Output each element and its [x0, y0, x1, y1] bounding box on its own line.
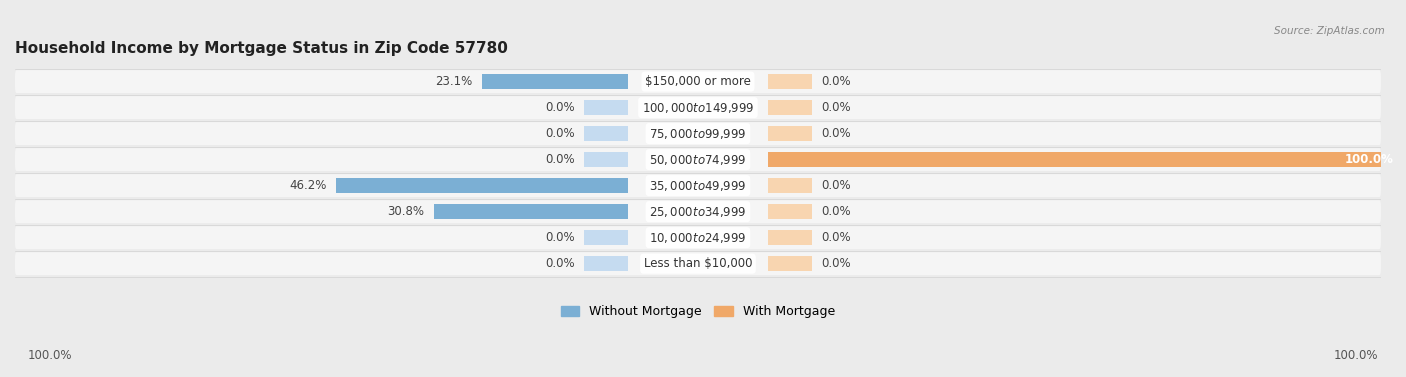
Bar — [583, 100, 628, 115]
Text: 23.1%: 23.1% — [436, 75, 472, 88]
Text: 0.0%: 0.0% — [821, 205, 851, 218]
Bar — [768, 256, 811, 271]
Text: Household Income by Mortgage Status in Zip Code 57780: Household Income by Mortgage Status in Z… — [15, 41, 508, 57]
FancyBboxPatch shape — [15, 70, 1381, 93]
Text: 0.0%: 0.0% — [546, 153, 575, 166]
Text: 100.0%: 100.0% — [28, 349, 73, 362]
Legend: Without Mortgage, With Mortgage: Without Mortgage, With Mortgage — [561, 305, 835, 318]
Text: $10,000 to $24,999: $10,000 to $24,999 — [650, 231, 747, 245]
Text: Source: ZipAtlas.com: Source: ZipAtlas.com — [1274, 26, 1385, 37]
Bar — [583, 126, 628, 141]
Text: 100.0%: 100.0% — [1344, 153, 1393, 166]
Bar — [583, 256, 628, 271]
Text: 100.0%: 100.0% — [1333, 349, 1378, 362]
Text: $25,000 to $34,999: $25,000 to $34,999 — [650, 205, 747, 219]
FancyBboxPatch shape — [15, 226, 1381, 249]
Bar — [583, 152, 628, 167]
Bar — [768, 230, 811, 245]
Text: $75,000 to $99,999: $75,000 to $99,999 — [650, 127, 747, 141]
Bar — [768, 204, 811, 219]
Bar — [768, 74, 811, 89]
Text: $35,000 to $49,999: $35,000 to $49,999 — [650, 179, 747, 193]
Text: 0.0%: 0.0% — [546, 257, 575, 270]
Text: $150,000 or more: $150,000 or more — [645, 75, 751, 88]
FancyBboxPatch shape — [15, 122, 1381, 145]
FancyBboxPatch shape — [15, 200, 1381, 223]
Text: Less than $10,000: Less than $10,000 — [644, 257, 752, 270]
Bar — [768, 178, 811, 193]
Text: 0.0%: 0.0% — [546, 101, 575, 114]
FancyBboxPatch shape — [15, 96, 1381, 119]
FancyBboxPatch shape — [15, 174, 1381, 197]
Bar — [433, 204, 628, 219]
Text: 46.2%: 46.2% — [290, 179, 326, 192]
FancyBboxPatch shape — [15, 252, 1381, 275]
Text: $100,000 to $149,999: $100,000 to $149,999 — [641, 101, 754, 115]
Text: 30.8%: 30.8% — [387, 205, 425, 218]
Bar — [768, 152, 1400, 167]
Text: 0.0%: 0.0% — [821, 101, 851, 114]
Text: 0.0%: 0.0% — [821, 75, 851, 88]
Bar — [482, 74, 628, 89]
Text: 0.0%: 0.0% — [821, 127, 851, 140]
Text: 0.0%: 0.0% — [546, 231, 575, 244]
Bar — [336, 178, 628, 193]
Text: $50,000 to $74,999: $50,000 to $74,999 — [650, 153, 747, 167]
Text: 0.0%: 0.0% — [821, 179, 851, 192]
FancyBboxPatch shape — [15, 148, 1381, 171]
Text: 0.0%: 0.0% — [821, 231, 851, 244]
Text: 0.0%: 0.0% — [546, 127, 575, 140]
Bar — [768, 126, 811, 141]
Text: 0.0%: 0.0% — [821, 257, 851, 270]
Bar — [583, 230, 628, 245]
Bar — [768, 100, 811, 115]
